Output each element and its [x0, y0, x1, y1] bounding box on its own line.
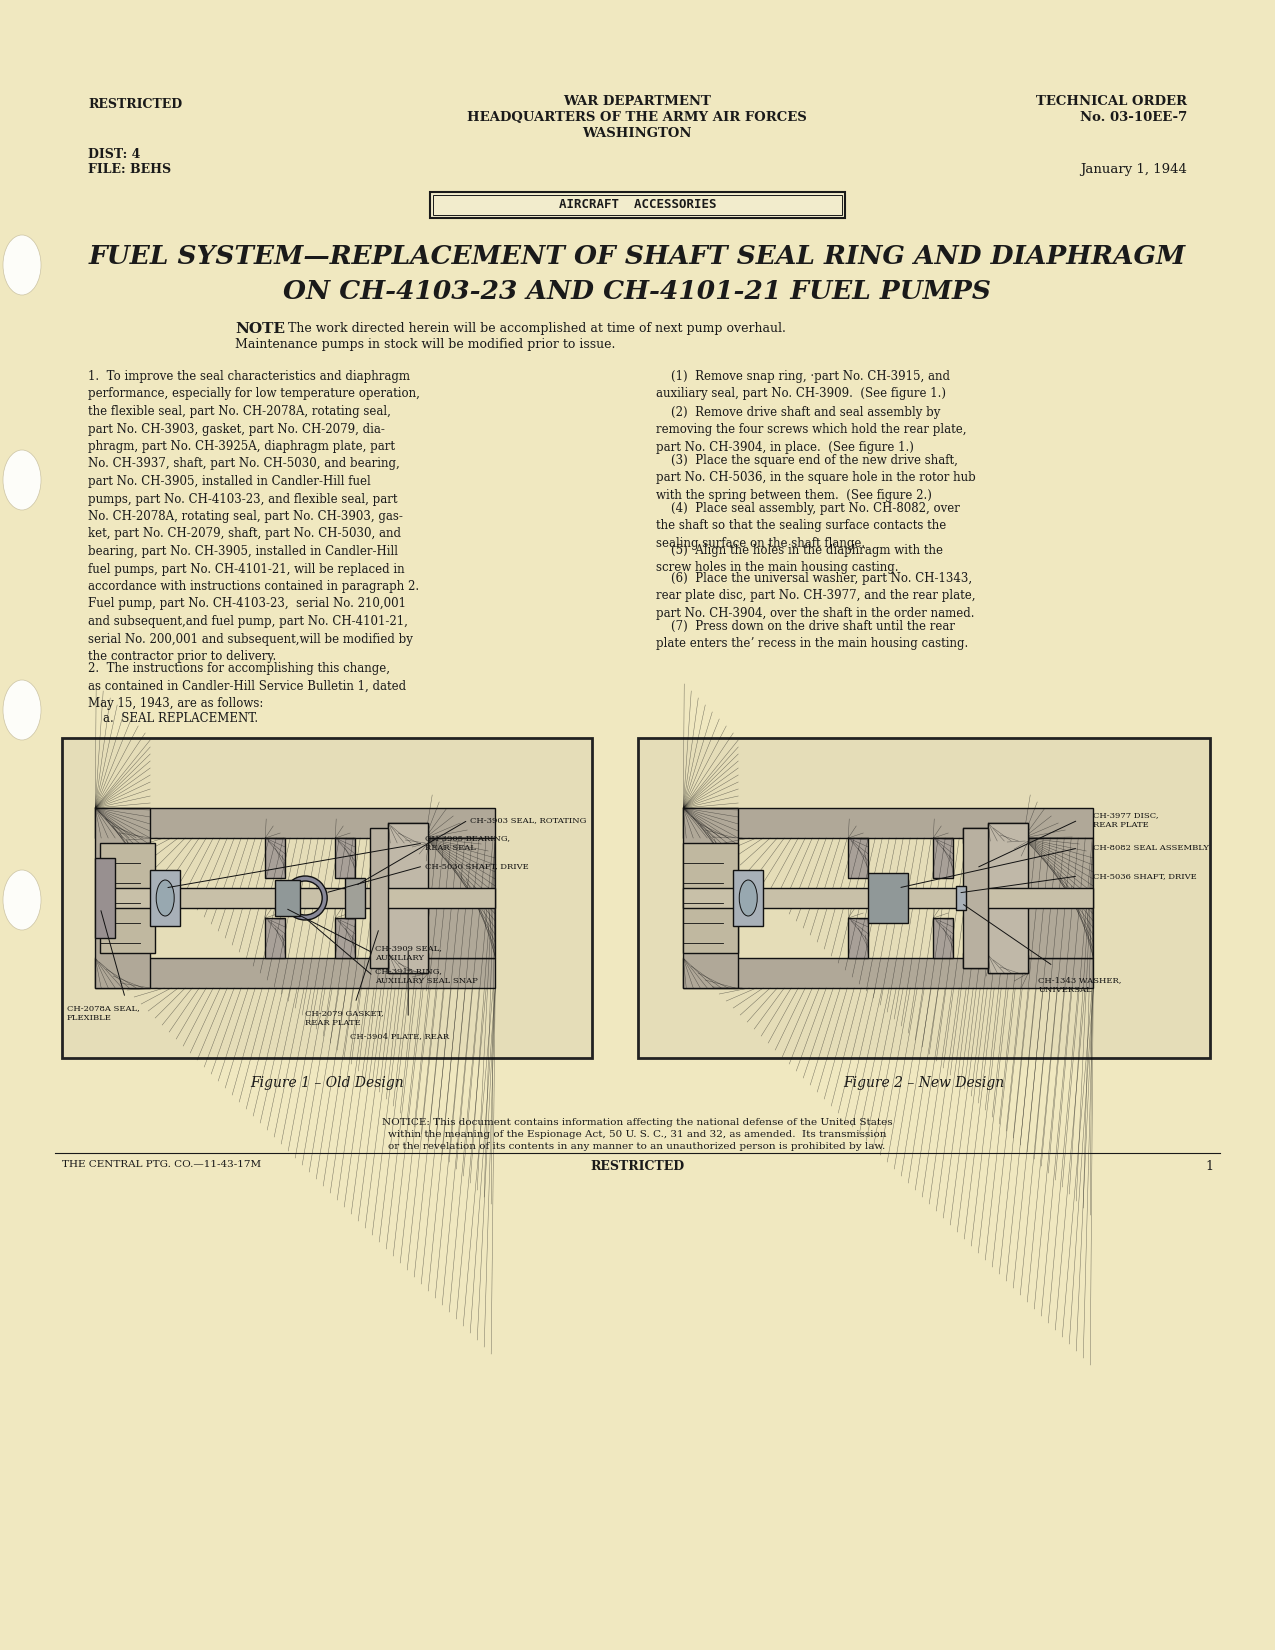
Text: CH-5030 SHAFT, DRIVE: CH-5030 SHAFT, DRIVE	[425, 861, 529, 870]
Bar	[388, 823, 428, 843]
Text: ON CH-4103-23 AND CH-4101-21 FUEL PUMPS: ON CH-4103-23 AND CH-4101-21 FUEL PUMPS	[283, 279, 991, 304]
Bar	[96, 808, 495, 838]
Bar	[683, 808, 738, 988]
Text: (1)  Remove snap ring, ·part No. CH-3915, and
auxiliary seal, part No. CH-3909. : (1) Remove snap ring, ·part No. CH-3915,…	[657, 370, 950, 401]
Text: (7)  Press down on the drive shaft until the rear
plate enters theʼ recess in th: (7) Press down on the drive shaft until …	[657, 620, 968, 650]
Text: (2)  Remove drive shaft and seal assembly by
removing the four screws which hold: (2) Remove drive shaft and seal assembly…	[657, 406, 966, 454]
Text: (3)  Place the square end of the new drive shaft,
part No. CH-5036, in the squar: (3) Place the square end of the new driv…	[657, 454, 975, 502]
Bar	[388, 823, 428, 974]
Bar	[96, 808, 150, 988]
Text: 1.  To improve the seal characteristics and diaphragm
performance, especially fo: 1. To improve the seal characteristics a…	[88, 370, 419, 663]
Text: CH-3903 SEAL, ROTATING: CH-3903 SEAL, ROTATING	[470, 817, 586, 823]
Bar	[683, 843, 738, 954]
Text: CH-8082 SEAL ASSEMBLY: CH-8082 SEAL ASSEMBLY	[1093, 845, 1209, 851]
Text: January 1, 1944: January 1, 1944	[1080, 163, 1187, 177]
Ellipse shape	[157, 879, 175, 916]
Text: CH-3905 BEARING,
REAR SEAL: CH-3905 BEARING, REAR SEAL	[425, 835, 510, 851]
Text: CH-2079 GASKET,
REAR PLATE: CH-2079 GASKET, REAR PLATE	[305, 1010, 384, 1026]
Bar	[848, 838, 868, 878]
Bar	[101, 888, 495, 908]
Ellipse shape	[3, 234, 41, 295]
Bar	[933, 838, 954, 878]
Text: CH-2078A SEAL,
FLEXIBLE: CH-2078A SEAL, FLEXIBLE	[68, 1003, 140, 1021]
Bar	[683, 959, 1093, 988]
Bar	[733, 870, 764, 926]
Bar	[988, 955, 1028, 973]
Text: DIST: 4: DIST: 4	[88, 148, 140, 162]
Text: CH-3977 DISC,
REAR PLATE: CH-3977 DISC, REAR PLATE	[1093, 812, 1159, 828]
Text: WASHINGTON: WASHINGTON	[583, 127, 692, 140]
Text: CH-5036 SHAFT, DRIVE: CH-5036 SHAFT, DRIVE	[1093, 871, 1197, 879]
Bar	[265, 917, 286, 959]
Bar	[346, 878, 365, 917]
Bar	[425, 838, 495, 959]
Text: (4)  Place seal assembly, part No. CH-8082, over
the shaft so that the sealing s: (4) Place seal assembly, part No. CH-808…	[657, 502, 960, 549]
Text: NOTICE: This document contains information affecting the national defense of the: NOTICE: This document contains informati…	[381, 1119, 892, 1152]
Text: a.  SEAL REPLACEMENT.: a. SEAL REPLACEMENT.	[88, 713, 258, 724]
Bar	[848, 917, 868, 959]
Bar	[434, 195, 842, 214]
Text: CH-3904 PLATE, REAR: CH-3904 PLATE, REAR	[351, 1031, 449, 1040]
Ellipse shape	[740, 879, 757, 916]
Bar	[62, 738, 592, 1058]
Text: CH-3915 RING,
AUXILIARY SEAL SNAP: CH-3915 RING, AUXILIARY SEAL SNAP	[375, 967, 478, 985]
Bar	[963, 954, 988, 969]
Text: (5)  Align the holes in the diaphragm with the
screw holes in the main housing c: (5) Align the holes in the diaphragm wit…	[657, 544, 944, 574]
Text: 1: 1	[1205, 1160, 1213, 1173]
Bar	[150, 870, 180, 926]
Text: Figure 1 – Old Design: Figure 1 – Old Design	[250, 1076, 404, 1091]
Bar	[265, 838, 286, 878]
Ellipse shape	[3, 680, 41, 739]
Bar	[988, 823, 1028, 842]
Bar	[370, 828, 388, 969]
Bar	[96, 959, 495, 988]
Bar	[430, 191, 845, 218]
Text: FILE: BEHS: FILE: BEHS	[88, 163, 171, 177]
Text: CH-1343 WASHER,
UNIVERSAL: CH-1343 WASHER, UNIVERSAL	[1038, 977, 1122, 993]
Text: 2.  The instructions for accomplishing this change,
as contained in Candler-Hill: 2. The instructions for accomplishing th…	[88, 662, 407, 710]
Bar	[335, 838, 356, 878]
Text: AIRCRAFT  ACCESSORIES: AIRCRAFT ACCESSORIES	[558, 198, 717, 211]
Wedge shape	[283, 876, 328, 921]
Bar	[275, 879, 300, 916]
Text: CH-3909 SEAL,
AUXILIARY: CH-3909 SEAL, AUXILIARY	[375, 944, 442, 962]
Bar	[101, 843, 156, 954]
Text: RESTRICTED: RESTRICTED	[88, 97, 182, 111]
Text: HEADQUARTERS OF THE ARMY AIR FORCES: HEADQUARTERS OF THE ARMY AIR FORCES	[467, 111, 807, 124]
Ellipse shape	[3, 450, 41, 510]
Bar	[868, 873, 908, 922]
Bar	[683, 808, 1093, 838]
Text: THE CENTRAL PTG. CO.—11-43-17M: THE CENTRAL PTG. CO.—11-43-17M	[62, 1160, 261, 1168]
Bar	[963, 828, 988, 843]
Ellipse shape	[3, 870, 41, 931]
Bar	[388, 954, 428, 974]
Text: The work directed herein will be accomplished at time of next pump overhaul.: The work directed herein will be accompl…	[284, 322, 785, 335]
Bar	[956, 886, 966, 911]
Bar	[933, 917, 954, 959]
Text: Figure 2 – New Design: Figure 2 – New Design	[844, 1076, 1005, 1091]
Bar	[96, 858, 115, 937]
Text: TECHNICAL ORDER: TECHNICAL ORDER	[1037, 96, 1187, 107]
Text: Maintenance pumps in stock will be modified prior to issue.: Maintenance pumps in stock will be modif…	[235, 338, 616, 351]
Text: RESTRICTED: RESTRICTED	[590, 1160, 685, 1173]
Text: WAR DEPARTMENT: WAR DEPARTMENT	[564, 96, 711, 107]
Bar	[638, 738, 1210, 1058]
Text: No. 03-10EE-7: No. 03-10EE-7	[1080, 111, 1187, 124]
Bar	[963, 828, 988, 969]
Text: NOTE: NOTE	[235, 322, 286, 337]
Bar	[335, 917, 356, 959]
Bar	[1024, 838, 1093, 959]
Text: FUEL SYSTEM—REPLACEMENT OF SHAFT SEAL RING AND DIAPHRAGM: FUEL SYSTEM—REPLACEMENT OF SHAFT SEAL RI…	[88, 244, 1186, 269]
Text: (6)  Place the universal washer, part No. CH-1343,
rear plate disc, part No. CH-: (6) Place the universal washer, part No.…	[657, 573, 975, 620]
Bar	[988, 823, 1028, 974]
Bar	[683, 888, 1093, 908]
